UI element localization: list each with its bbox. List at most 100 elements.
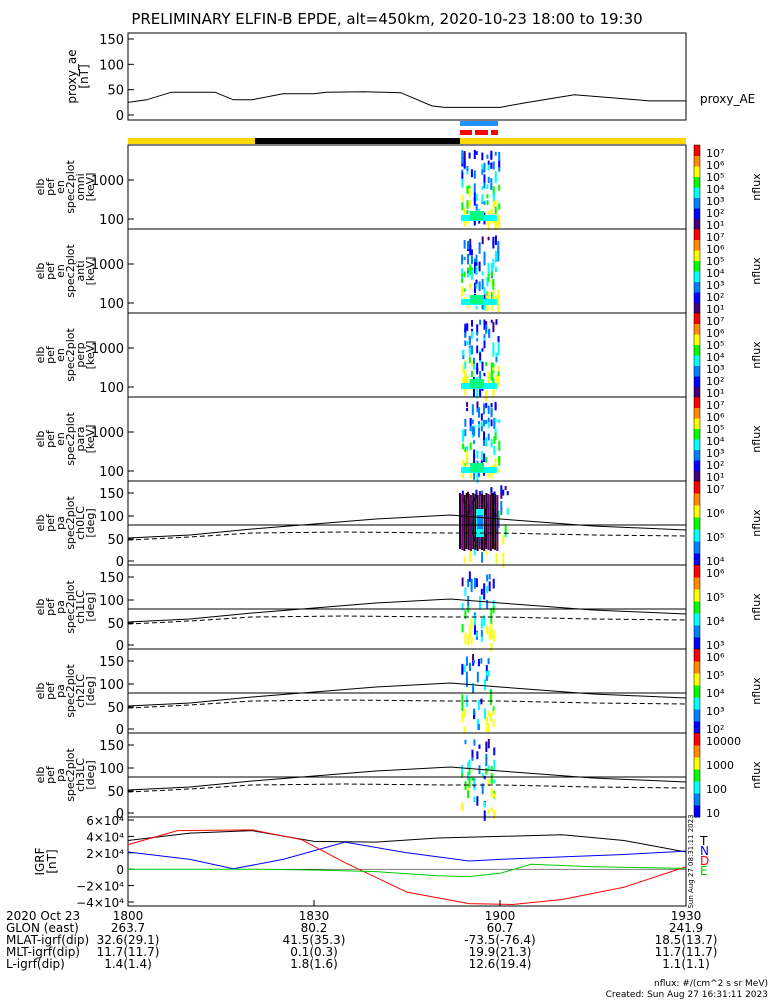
spectrogram-panel: 1000100elbpefenspec2plotperp[keV]10⁷10⁶1… [34, 312, 763, 402]
heatmap-cell [492, 706, 495, 715]
heatmap-cell [462, 364, 465, 374]
panel-ylabel: spec2plot [64, 580, 77, 634]
loss-cone-line [127, 514, 687, 539]
colorbar-segment [694, 439, 700, 450]
heatmap-cell [493, 418, 496, 430]
heatmap-cell [483, 304, 486, 311]
x-annotation-value: 1800 [113, 909, 144, 923]
heatmap-cell [483, 165, 486, 173]
heatmap-cell [483, 220, 486, 225]
heatmap-cell [490, 642, 493, 652]
igrf-legend-T: T [699, 834, 708, 848]
heatmap-cell [472, 660, 475, 666]
colorbar-segment [694, 553, 700, 566]
heatmap-cell [470, 463, 484, 472]
y-tick-label: 1000 [91, 174, 124, 189]
heatmap-cell [461, 156, 464, 164]
heatmap-cell [486, 194, 489, 199]
heatmap-cell [493, 779, 496, 784]
colorbar-segment [694, 334, 700, 345]
heatmap-cell [466, 457, 469, 467]
heatmap-cell [481, 278, 484, 290]
heatmap-cell [488, 581, 491, 592]
heatmap-cell [476, 367, 479, 375]
x-annotation-value: 1.8(1.6) [290, 957, 338, 971]
heatmap-cell [483, 286, 486, 295]
heatmap-cell [479, 352, 482, 361]
spectrogram-panel: 1000100elbpefenspec2plotomni[keV]10⁷10⁶1… [34, 144, 763, 232]
heatmap-cell [485, 437, 488, 445]
heatmap-cell [490, 319, 493, 323]
colorbar-segment [694, 673, 700, 686]
heatmap-cell [485, 362, 488, 367]
panels-group: 150100500proxy_ae[nT]proxy_AE1000100elbp… [33, 32, 763, 910]
heatmap-cell [483, 372, 486, 377]
heatmap-cell [478, 744, 481, 749]
heatmap-cell [461, 150, 464, 160]
heatmap-cell [476, 450, 479, 459]
colorbar-segment [694, 709, 700, 722]
colorbar-segment [694, 637, 700, 650]
heatmap-cell [494, 432, 497, 441]
panel-ylabel: ch3LC [74, 758, 87, 792]
colorbar: 10⁷ 10⁶ 10⁵ 10⁴ nflux [693, 480, 763, 568]
heatmap-cell [488, 574, 491, 580]
heatmap-cell [487, 660, 490, 665]
heatmap-cell [479, 385, 482, 397]
heatmap-cell [494, 175, 497, 183]
heatmap-cell [494, 266, 497, 273]
colorbar-tick-label: 10² [706, 207, 724, 220]
heatmap-cell [492, 161, 495, 165]
heatmap-cell [470, 249, 473, 256]
heatmap-cell [468, 759, 471, 769]
heatmap-cell [466, 341, 469, 345]
heatmap-cell [473, 388, 476, 397]
colorbar-segment [694, 365, 700, 377]
colorbar-segment [694, 323, 700, 335]
y-tick-label: 1000 [91, 258, 124, 273]
heatmap-cell [481, 194, 484, 203]
y-tick-label: 100 [99, 510, 124, 525]
colorbar-segment [694, 449, 700, 461]
colorbar-tick-label: 10⁷ [706, 399, 724, 412]
colorbar-tick-label: 10⁴ [706, 351, 725, 364]
heatmap-cell [477, 515, 483, 529]
heatmap-cell [473, 625, 476, 635]
heatmap-cell [475, 495, 478, 499]
heatmap-cell [487, 292, 490, 298]
igrf-legend-N: N [700, 844, 709, 858]
heatmap-cell [464, 323, 467, 333]
heatmap-cell [473, 577, 476, 589]
colorbar-segment [694, 625, 700, 638]
heatmap-cell [468, 152, 471, 159]
x-annotation-value: -73.5(-76.4) [464, 933, 535, 947]
heatmap-cell [497, 517, 500, 528]
heatmap-cell [478, 601, 481, 610]
heatmap-cell [479, 371, 482, 380]
colorbar-tick-label: 10⁴ [706, 687, 725, 700]
colorbar-tick-label: 10³ [706, 363, 724, 376]
panel-ylabel: pef [44, 345, 57, 364]
panel-ylabel: spec2plot [64, 412, 77, 466]
panel-ylabel: elb [34, 599, 47, 616]
colorbar-label: nflux [750, 509, 763, 537]
heatmap-cell [490, 362, 493, 369]
heatmap-cell [468, 662, 471, 672]
heatmap-cell [461, 180, 464, 188]
heatmap-cell [490, 220, 493, 224]
heatmap-cell [492, 378, 495, 388]
heatmap-cell [478, 595, 481, 605]
y-tick-label: 100 [99, 762, 124, 777]
heatmap-cell [473, 796, 476, 803]
heatmap-cell [486, 184, 489, 190]
colorbar-segment [694, 565, 700, 578]
heatmap-cell [497, 250, 500, 262]
heatmap-cell [481, 236, 484, 245]
heatmap-cell [466, 210, 469, 215]
colorbar-tick-label: 10² [706, 375, 724, 388]
heatmap-cell [467, 635, 470, 646]
heatmap-cell [481, 348, 484, 352]
y-tick-label: 0 [116, 807, 124, 822]
heatmap-cell [469, 283, 472, 289]
colorbar-segment [694, 733, 700, 746]
